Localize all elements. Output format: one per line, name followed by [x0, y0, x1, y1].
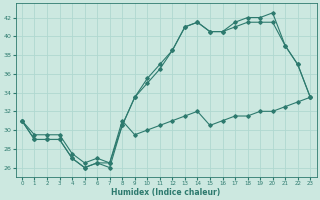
X-axis label: Humidex (Indice chaleur): Humidex (Indice chaleur) — [111, 188, 221, 197]
